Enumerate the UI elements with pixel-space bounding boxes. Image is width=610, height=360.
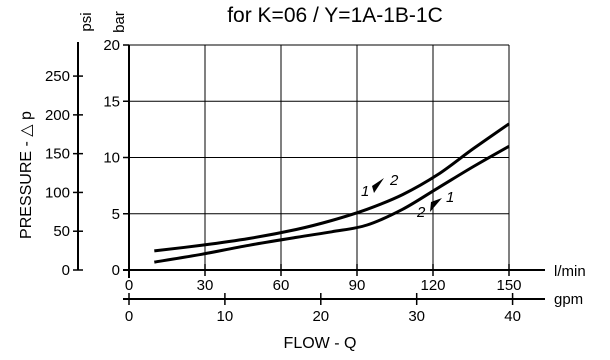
gpm-tick-label: 40 — [504, 308, 521, 325]
series-1-end-label: 2 — [389, 172, 399, 189]
series-2-start-label: 2 — [416, 204, 426, 221]
lmin-tick-label: 90 — [349, 277, 366, 294]
lmin-unit-label: l/min — [554, 263, 586, 280]
series-line-2 — [154, 144, 510, 264]
series-line-1 — [154, 122, 510, 253]
bar-unit-label: bar — [111, 11, 128, 33]
psi-tick-label: 0 — [62, 262, 70, 279]
y-axis-title: PRESSURE - △ p — [18, 111, 35, 239]
lmin-tick-label: 60 — [273, 277, 290, 294]
grid — [129, 45, 509, 270]
bar-tick-label: 5 — [112, 206, 120, 223]
series-2-arrow — [430, 198, 442, 212]
psi-tick-label: 150 — [45, 146, 70, 163]
x-axis-title: FLOW - Q — [284, 335, 357, 352]
series-2-end-label: 1 — [446, 189, 454, 206]
gpm-tick-label: 10 — [217, 308, 234, 325]
plot-frame — [123, 44, 545, 278]
series-1-start-label: 1 — [361, 183, 369, 200]
series-1-arrow — [372, 178, 384, 193]
psi-tick-label: 250 — [45, 68, 70, 85]
lmin-tick-label: 0 — [125, 277, 133, 294]
psi-tick-label: 100 — [45, 184, 70, 201]
gpm-tick-label: 20 — [312, 308, 329, 325]
psi-tick-label: 50 — [53, 223, 70, 240]
curves — [154, 122, 510, 264]
bar-tick-label: 20 — [103, 37, 120, 54]
gpm-tick-label: 0 — [125, 308, 133, 325]
bar-tick-label: 0 — [112, 262, 120, 279]
bar-axis: 0 5 10 15 20 — [103, 37, 129, 279]
gpm-axis: 0 10 20 30 40 — [123, 293, 545, 325]
gpm-tick-label: 30 — [408, 308, 425, 325]
psi-unit-label: psi — [78, 12, 95, 31]
curve-labels: 1 22 1 — [361, 172, 454, 221]
lmin-tick-label: 120 — [420, 277, 445, 294]
psi-tick-label: 200 — [45, 107, 70, 124]
psi-axis: 0 50 100 150 200 250 — [45, 42, 83, 279]
gpm-unit-label: gpm — [554, 291, 583, 308]
chart-title: for K=06 / Y=1A-1B-1C — [227, 4, 443, 27]
bar-tick-label: 10 — [103, 150, 120, 167]
lmin-axis: 0 30 60 90 120 150 — [125, 264, 522, 294]
bar-tick-label: 15 — [103, 93, 120, 110]
lmin-tick-label: 30 — [197, 277, 214, 294]
lmin-tick-label: 150 — [496, 277, 521, 294]
